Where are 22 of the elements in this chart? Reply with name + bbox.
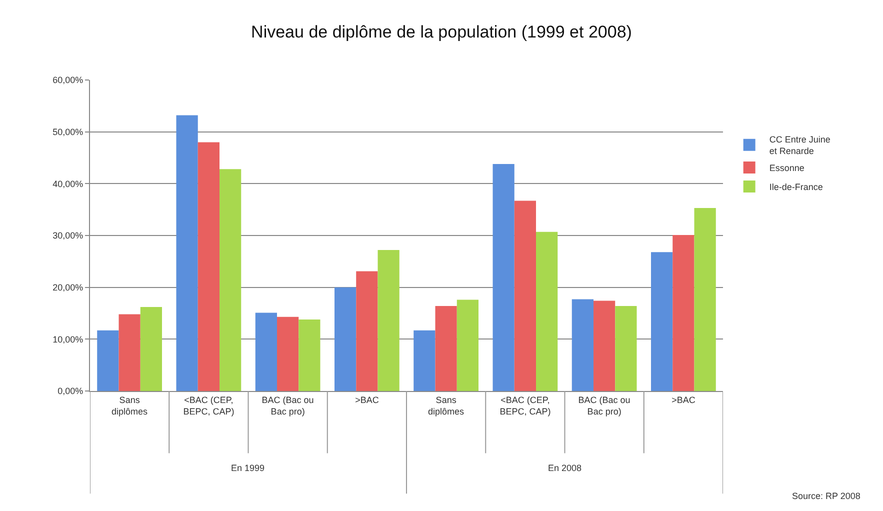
source-note: Source: RP 2008 bbox=[792, 491, 860, 501]
chart-title: Niveau de diplôme de la population (1999 et 2008) bbox=[251, 22, 632, 42]
legend-label: Essonne bbox=[769, 163, 804, 174]
x-tick-label: BAC (Bac ou Bac pro) bbox=[578, 394, 630, 416]
legend-label: CC Entre Juine et Renarde bbox=[769, 134, 830, 156]
text: En 2008 bbox=[548, 463, 582, 473]
text: En 1999 bbox=[231, 463, 265, 473]
y-tick-label: 50,00% bbox=[52, 126, 84, 137]
y-tick-label: 30,00% bbox=[52, 230, 84, 241]
x-tick-label: >BAC bbox=[355, 394, 380, 405]
y-tick-label: 10,00% bbox=[52, 334, 84, 344]
legend-label: Ile-de-France bbox=[769, 182, 823, 192]
y-tick-label: 60,00% bbox=[52, 75, 84, 86]
x-tick-label: >BAC bbox=[672, 394, 696, 405]
y-tick-label: 40,00% bbox=[52, 178, 84, 189]
x-tick-label: <BAC (CEP, BEPC, CAP) bbox=[183, 394, 234, 416]
x-tick-label: <BAC (CEP, BEPC, CAP) bbox=[500, 394, 551, 416]
x-tick-label: Sans diplômes bbox=[428, 394, 465, 416]
y-tick-label: 20,00% bbox=[52, 282, 84, 292]
y-tick-label: 0,00% bbox=[58, 386, 84, 396]
x-tick-label: Sans diplômes bbox=[112, 394, 148, 416]
x-tick-label: BAC (Bac ou Bac pro) bbox=[262, 394, 314, 416]
